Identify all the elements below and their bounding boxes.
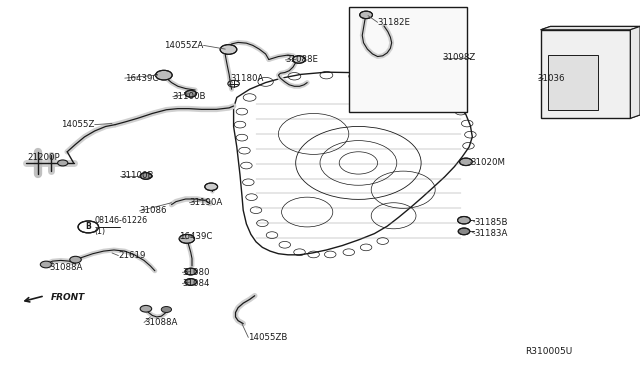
Circle shape <box>360 11 372 19</box>
Text: 31185B: 31185B <box>475 218 508 227</box>
Text: 21619: 21619 <box>118 251 146 260</box>
Circle shape <box>458 217 470 224</box>
Circle shape <box>140 305 152 312</box>
Text: 31020M: 31020M <box>470 158 506 167</box>
Text: 31080: 31080 <box>182 268 210 277</box>
Circle shape <box>205 183 218 190</box>
Text: 31180A: 31180A <box>230 74 264 83</box>
Circle shape <box>460 158 472 166</box>
Text: 31086: 31086 <box>140 206 167 215</box>
Circle shape <box>140 173 152 179</box>
Text: 31036: 31036 <box>538 74 565 83</box>
Text: 31088A: 31088A <box>49 263 83 272</box>
Text: 31100B: 31100B <box>120 171 154 180</box>
Text: 31088A: 31088A <box>144 318 177 327</box>
Text: 14055ZB: 14055ZB <box>248 333 288 342</box>
Circle shape <box>179 234 195 243</box>
Text: 08146-61226
(1): 08146-61226 (1) <box>95 216 148 235</box>
Circle shape <box>185 268 196 275</box>
Circle shape <box>161 307 172 312</box>
Text: 21200P: 21200P <box>28 153 60 162</box>
Circle shape <box>185 279 196 285</box>
Text: B: B <box>86 222 91 231</box>
Circle shape <box>292 56 305 63</box>
Circle shape <box>58 160 68 166</box>
Circle shape <box>156 70 172 80</box>
Text: 31190A: 31190A <box>189 198 223 207</box>
Circle shape <box>70 256 81 263</box>
Text: 31183A: 31183A <box>475 229 508 238</box>
Text: R310005U: R310005U <box>525 347 572 356</box>
Text: 31088E: 31088E <box>285 55 319 64</box>
Circle shape <box>78 221 99 233</box>
Text: 14055ZA: 14055ZA <box>164 41 204 50</box>
Text: 16439C: 16439C <box>125 74 158 83</box>
Polygon shape <box>630 26 640 118</box>
Circle shape <box>185 90 196 97</box>
Circle shape <box>458 228 470 235</box>
Text: 31084: 31084 <box>182 279 210 288</box>
Bar <box>541 30 630 118</box>
Text: 31100B: 31100B <box>173 92 206 101</box>
Text: FRONT: FRONT <box>51 293 86 302</box>
Circle shape <box>40 261 52 268</box>
Text: 31098Z: 31098Z <box>443 53 476 62</box>
Bar <box>349 7 467 112</box>
Circle shape <box>220 45 237 54</box>
Polygon shape <box>541 26 640 30</box>
Text: 16439C: 16439C <box>179 232 212 241</box>
Bar <box>548 55 598 110</box>
Text: 14055Z: 14055Z <box>61 120 95 129</box>
Text: 31182E: 31182E <box>378 18 411 27</box>
